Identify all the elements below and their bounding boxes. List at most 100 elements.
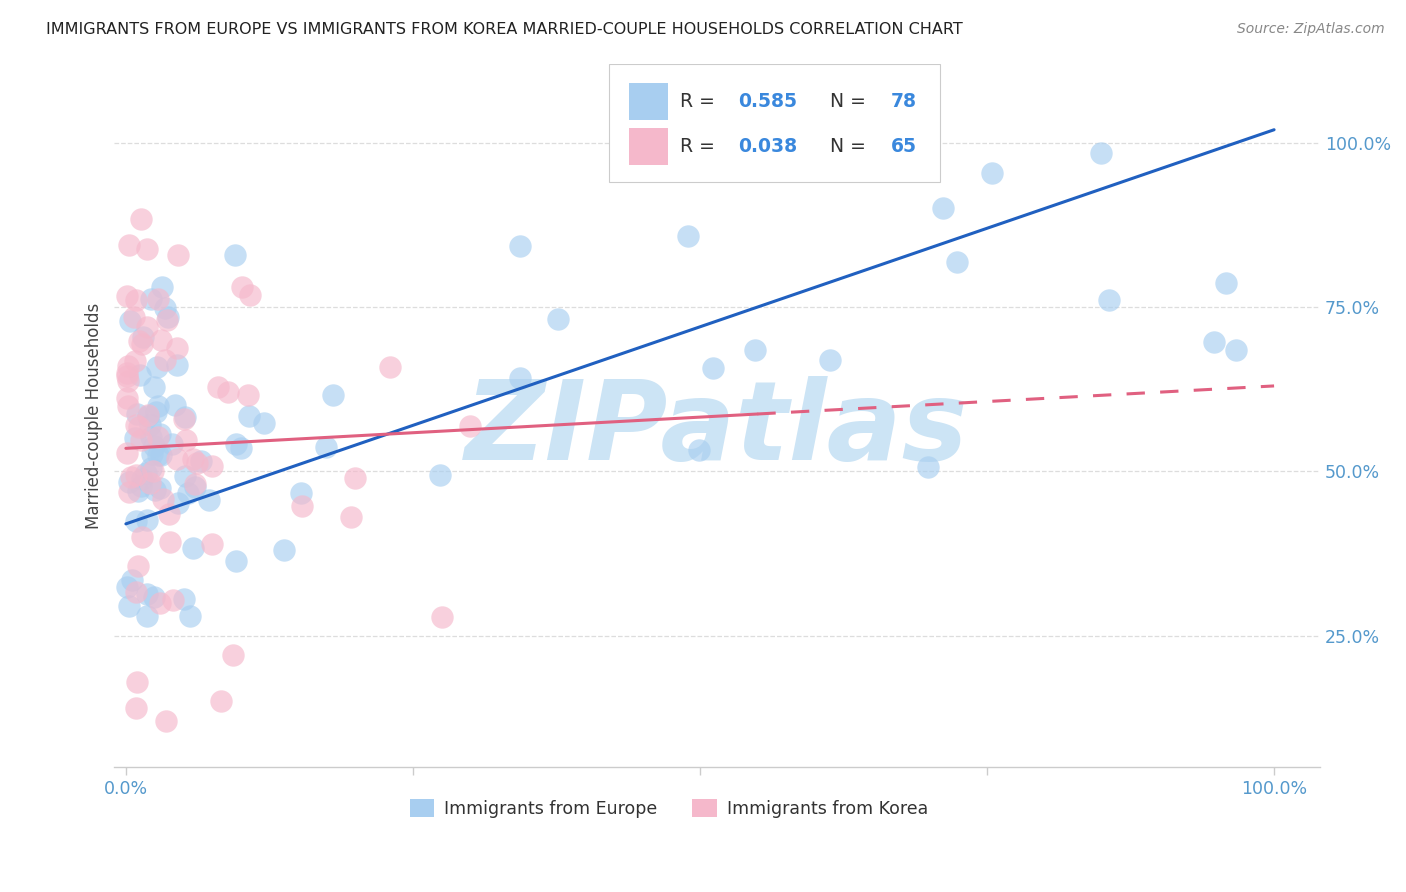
Point [184, 476, 207, 491]
Point [190, 454, 212, 468]
Y-axis label: Married-couple Households: Married-couple Households [86, 302, 103, 529]
Point [125, 700, 148, 714]
Point [142, 380, 165, 394]
Text: 0.585: 0.585 [738, 92, 797, 111]
Point [166, 358, 188, 372]
Point [931, 201, 953, 215]
Point [139, 418, 162, 433]
Point [155, 714, 177, 728]
Point [166, 247, 188, 261]
Point [146, 399, 169, 413]
Point [124, 293, 146, 308]
Point [231, 441, 253, 455]
Text: Source: ZipAtlas.com: Source: ZipAtlas.com [1237, 22, 1385, 37]
Point [343, 471, 366, 485]
Point [946, 255, 969, 269]
Point [117, 374, 139, 388]
Point [166, 341, 188, 355]
Point [184, 480, 207, 494]
Point [121, 573, 143, 587]
FancyBboxPatch shape [609, 64, 941, 182]
Point [124, 310, 146, 324]
Point [429, 468, 451, 483]
Point [225, 553, 247, 567]
Point [139, 476, 162, 491]
Point [818, 352, 841, 367]
Point [1225, 343, 1247, 357]
Point [162, 593, 184, 607]
Point [207, 380, 229, 394]
Point [125, 674, 148, 689]
Point [117, 238, 139, 252]
Point [149, 427, 172, 442]
Point [173, 411, 195, 425]
Point [148, 292, 170, 306]
Point [177, 486, 200, 500]
Point [209, 694, 232, 708]
Point [238, 388, 260, 402]
Point [135, 319, 157, 334]
Text: 65: 65 [891, 136, 917, 156]
Point [315, 440, 337, 454]
Point [124, 430, 146, 444]
Point [136, 587, 159, 601]
Point [129, 368, 152, 382]
Point [128, 420, 150, 434]
Point [118, 484, 141, 499]
Point [139, 460, 162, 475]
Point [430, 610, 453, 624]
Point [167, 496, 190, 510]
Point [128, 334, 150, 348]
Bar [630, 83, 668, 120]
Point [225, 437, 247, 451]
Point [150, 448, 173, 462]
Point [252, 416, 274, 430]
Point [132, 330, 155, 344]
Bar [630, 128, 668, 164]
Point [135, 466, 157, 480]
Point [141, 430, 163, 444]
Point [124, 468, 146, 483]
Point [273, 543, 295, 558]
Point [131, 472, 153, 486]
Point [125, 514, 148, 528]
Point [238, 409, 260, 423]
Point [174, 433, 197, 447]
Point [142, 439, 165, 453]
Point [127, 558, 149, 573]
Point [217, 385, 239, 400]
Point [115, 580, 138, 594]
Point [153, 301, 176, 316]
Point [547, 311, 569, 326]
Text: 0.038: 0.038 [738, 136, 797, 156]
Text: N =: N = [818, 92, 872, 111]
Point [153, 352, 176, 367]
Point [239, 288, 262, 302]
Point [125, 417, 148, 432]
Point [117, 399, 139, 413]
Point [509, 370, 531, 384]
Point [143, 483, 166, 498]
Point [1215, 277, 1237, 291]
Point [702, 360, 724, 375]
Point [138, 408, 160, 422]
Point [181, 452, 204, 467]
Point [181, 541, 204, 556]
Point [981, 166, 1004, 180]
Point [142, 464, 165, 478]
Point [201, 459, 224, 474]
Point [186, 456, 208, 470]
Point [1098, 293, 1121, 307]
Point [201, 537, 224, 551]
Point [143, 591, 166, 605]
Point [160, 437, 183, 451]
Point [149, 596, 172, 610]
Point [127, 484, 149, 499]
Point [129, 479, 152, 493]
Point [173, 592, 195, 607]
Point [1204, 334, 1226, 349]
Point [136, 513, 159, 527]
Point [115, 366, 138, 380]
Point [115, 289, 138, 303]
Point [744, 343, 766, 357]
